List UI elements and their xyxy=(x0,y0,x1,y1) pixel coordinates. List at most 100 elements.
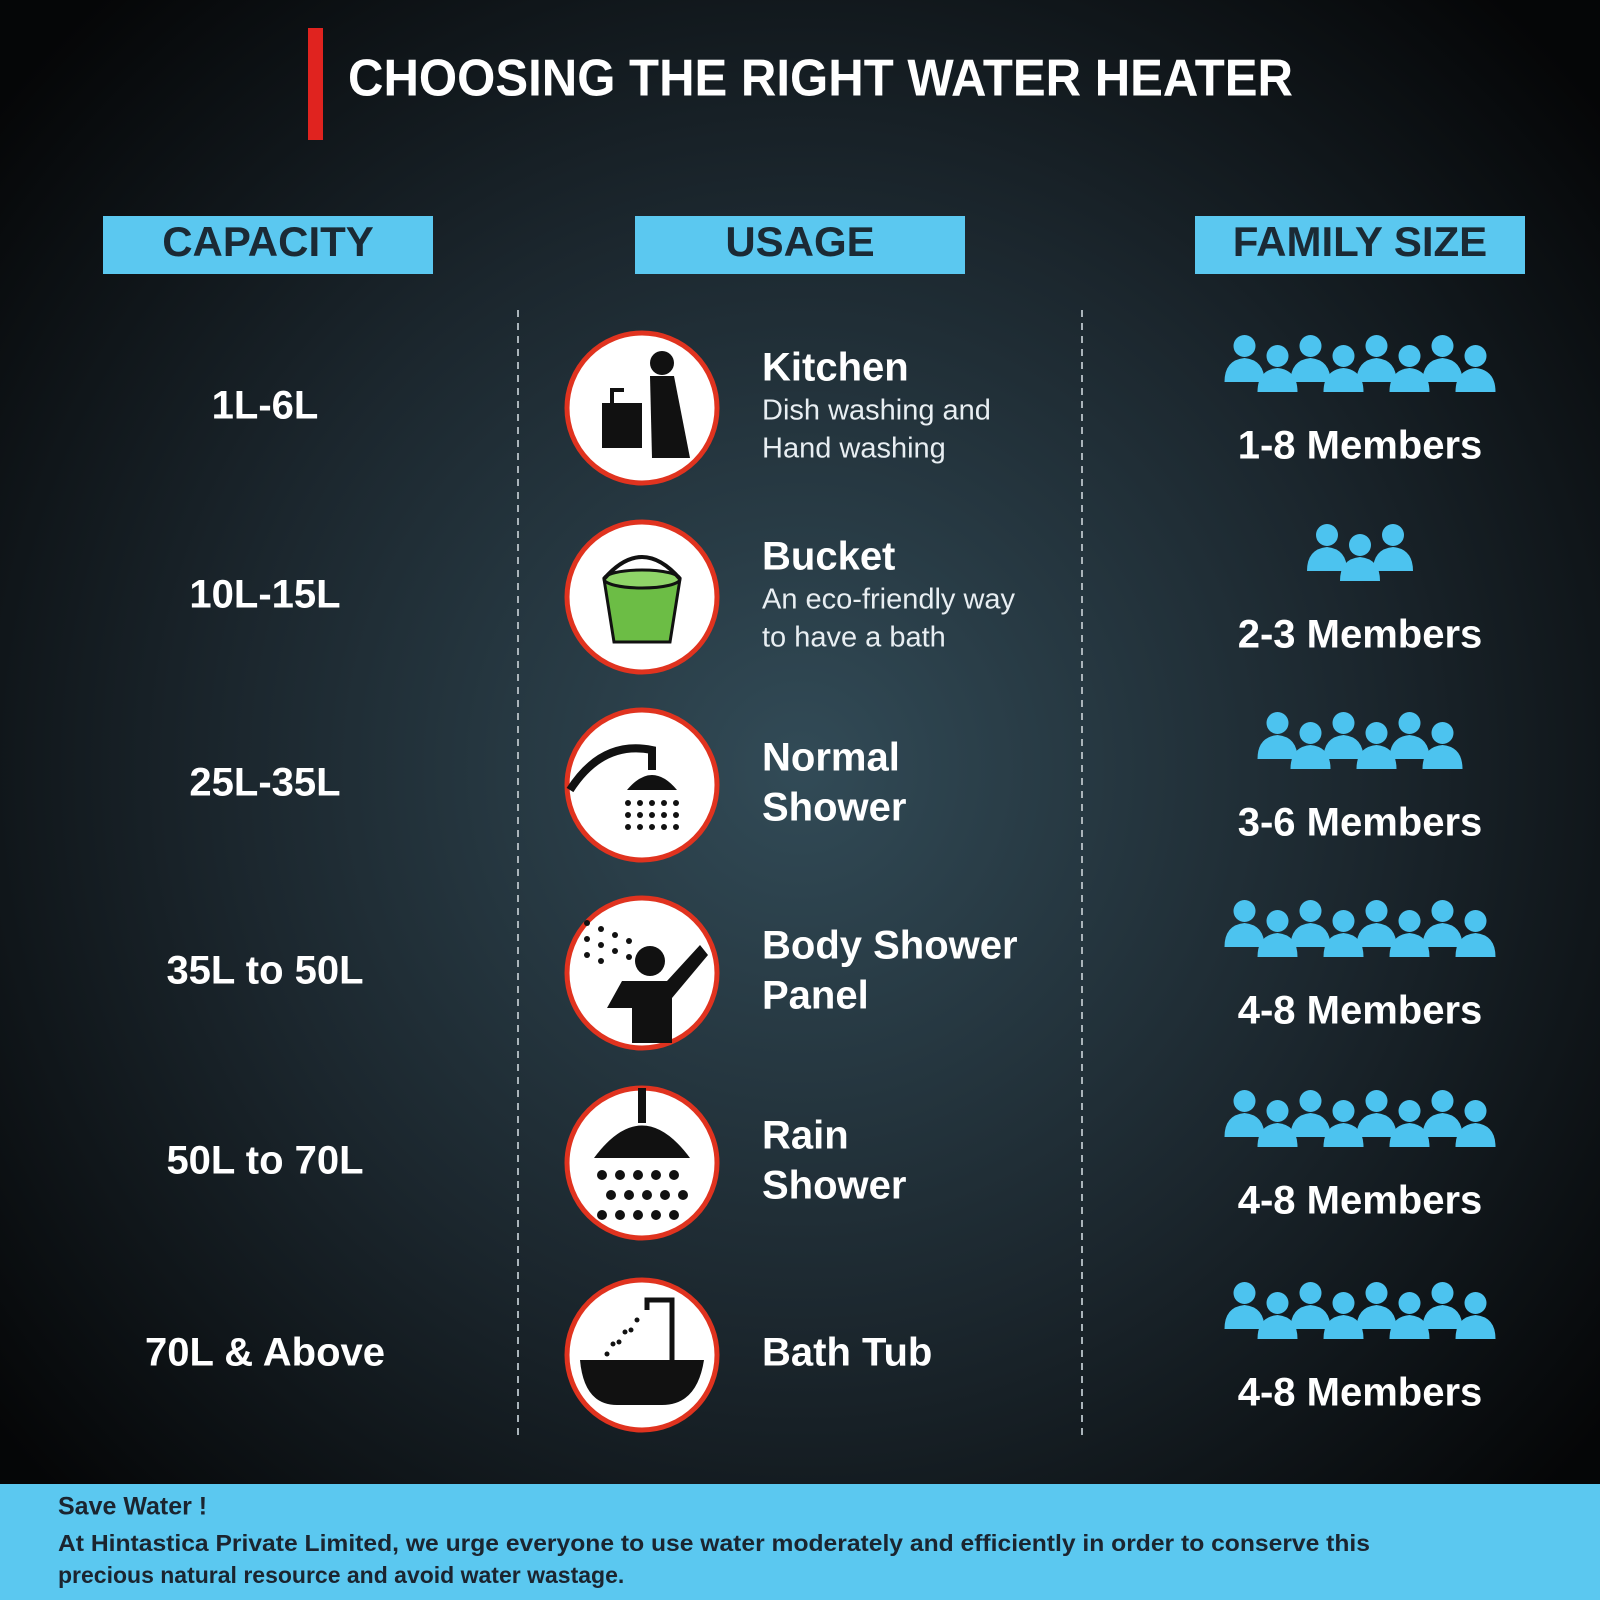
icon-shape xyxy=(584,952,590,958)
row: 70L & Above Bath Tub 4-8 Members xyxy=(145,1277,1496,1433)
person-head xyxy=(1266,1292,1289,1314)
person-head xyxy=(1365,1282,1388,1304)
person-body xyxy=(1290,1305,1331,1329)
usage-title: Bucket xyxy=(762,535,895,579)
icon-shape xyxy=(598,926,604,932)
footer-band xyxy=(0,1484,1600,1600)
icon-shape xyxy=(673,800,679,806)
person-head xyxy=(1233,335,1256,357)
usage-title: Body Shower xyxy=(762,924,1018,968)
icon-shape xyxy=(625,812,631,818)
family-size: 4-8 Members xyxy=(1238,989,1483,1033)
person-body xyxy=(1290,923,1331,947)
icon-shape xyxy=(637,824,643,830)
person-body xyxy=(1455,1315,1496,1339)
person-body xyxy=(1356,745,1397,769)
usage-icon xyxy=(602,555,682,644)
icon-shape xyxy=(661,824,667,830)
person-body xyxy=(1389,933,1430,957)
icon-shape xyxy=(633,1210,643,1220)
icon-shape xyxy=(615,1210,625,1220)
usage-title: Normal xyxy=(762,736,900,780)
icon-shape xyxy=(594,1125,690,1158)
icon-shape xyxy=(598,942,604,948)
icon-shape xyxy=(616,1339,622,1345)
family-icons xyxy=(1224,900,1496,957)
person-head xyxy=(1398,712,1421,734)
icon-shape xyxy=(637,800,643,806)
header-label: CAPACITY xyxy=(162,218,374,265)
icon-shape xyxy=(669,1210,679,1220)
person-head xyxy=(1431,1090,1454,1112)
person-body xyxy=(1323,1315,1364,1339)
person-body xyxy=(1422,923,1463,947)
icon-shape xyxy=(673,824,679,830)
header-label: FAMILY SIZE xyxy=(1233,218,1487,265)
person-body xyxy=(1257,933,1298,957)
icon-shape xyxy=(650,376,690,458)
person-head xyxy=(1299,1090,1322,1112)
family-size: 2-3 Members xyxy=(1238,613,1483,657)
icon-shape xyxy=(607,945,708,1043)
person-head xyxy=(1365,335,1388,357)
icon-shape xyxy=(584,920,590,926)
person-body xyxy=(1290,358,1331,382)
icon-shape xyxy=(637,812,643,818)
row: 50L to 70L Rain Shower 4-8 Members xyxy=(166,1085,1496,1241)
usage-icon xyxy=(566,744,679,830)
person-body xyxy=(1257,368,1298,392)
person-head xyxy=(1431,1282,1454,1304)
person-head xyxy=(1365,722,1388,744)
usage-detail: Hand washing xyxy=(762,433,946,465)
person-body xyxy=(1455,368,1496,392)
icon-shape xyxy=(597,1210,607,1220)
person-body xyxy=(1224,923,1265,947)
person-body xyxy=(1257,735,1298,759)
person-body xyxy=(1290,745,1331,769)
footer-text: At Hintastica Private Limited, we urge e… xyxy=(58,1530,1370,1556)
person-head xyxy=(1431,335,1454,357)
person-body xyxy=(1224,1305,1265,1329)
title: CHOOSING THE RIGHT WATER HEATER xyxy=(348,50,1293,108)
family-size: 4-8 Members xyxy=(1238,1371,1483,1415)
usage-title: Kitchen xyxy=(762,346,909,390)
icon-shape xyxy=(597,1170,607,1180)
person-head xyxy=(1332,1100,1355,1122)
person-body xyxy=(1356,1113,1397,1137)
person-head xyxy=(1332,910,1355,932)
family-size: 4-8 Members xyxy=(1238,1179,1483,1223)
icon-shape xyxy=(624,1190,634,1200)
usage-title: Rain xyxy=(762,1114,849,1158)
icon-shape xyxy=(651,1170,661,1180)
person-head xyxy=(1266,1100,1289,1122)
person-head xyxy=(1431,900,1454,922)
family-icons xyxy=(1257,712,1463,769)
usage-icon xyxy=(602,351,690,458)
icon-shape xyxy=(673,812,679,818)
person-body xyxy=(1455,933,1496,957)
icon-shape xyxy=(642,1190,652,1200)
person-head xyxy=(1365,900,1388,922)
person-head xyxy=(1332,345,1355,367)
person-body xyxy=(1340,557,1380,581)
icon-shape xyxy=(606,1190,616,1200)
icon-shape xyxy=(610,1341,616,1347)
person-body xyxy=(1389,368,1430,392)
person-body xyxy=(1257,1315,1298,1339)
person-body xyxy=(1422,358,1463,382)
person-body xyxy=(1422,1113,1463,1137)
usage-title: Bath Tub xyxy=(762,1331,932,1375)
icon-shape xyxy=(566,744,656,793)
person-body xyxy=(1307,547,1347,571)
person-body xyxy=(1257,1123,1298,1147)
person-head xyxy=(1464,1100,1487,1122)
usage-icon-circle xyxy=(564,1277,720,1433)
person-head xyxy=(1233,900,1256,922)
person-head xyxy=(1464,1292,1487,1314)
person-body xyxy=(1224,358,1265,382)
person-body xyxy=(1356,1305,1397,1329)
usage-icon xyxy=(584,920,708,1043)
icon-shape xyxy=(649,812,655,818)
icon-shape xyxy=(615,1170,625,1180)
